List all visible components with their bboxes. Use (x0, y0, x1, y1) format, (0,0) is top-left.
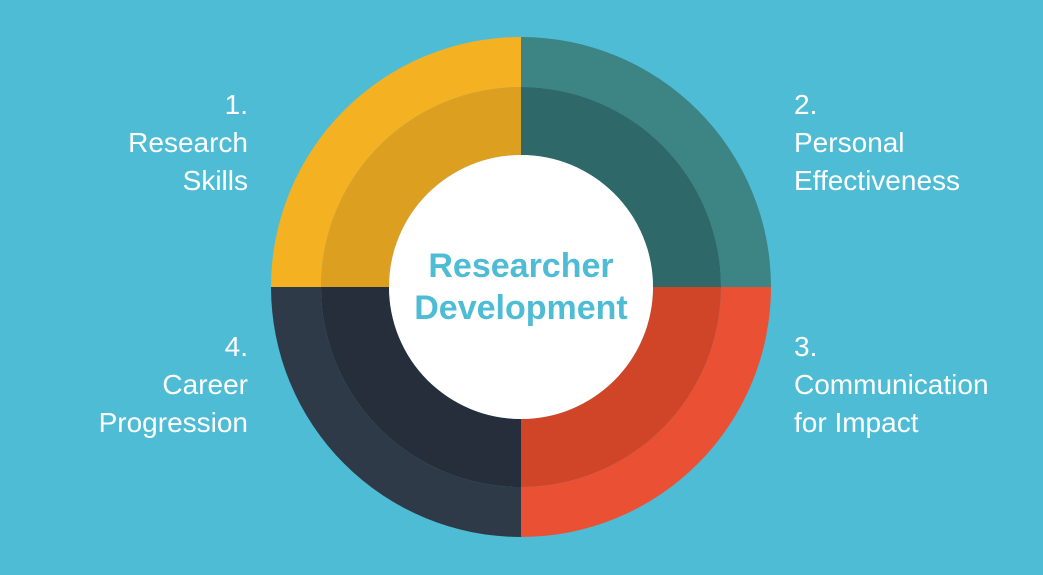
label-personal-effectiveness: 2. Personal Effectiveness (794, 86, 960, 199)
center-title: Researcher Development (389, 245, 653, 330)
label-research-skills: 1. Research Skills (128, 86, 248, 199)
infographic-canvas: Researcher Development 1. Research Skill… (0, 0, 1043, 575)
label-career-progression: 4. Career Progression (99, 328, 248, 441)
label-communication-impact: 3. Communication for Impact (794, 328, 989, 441)
